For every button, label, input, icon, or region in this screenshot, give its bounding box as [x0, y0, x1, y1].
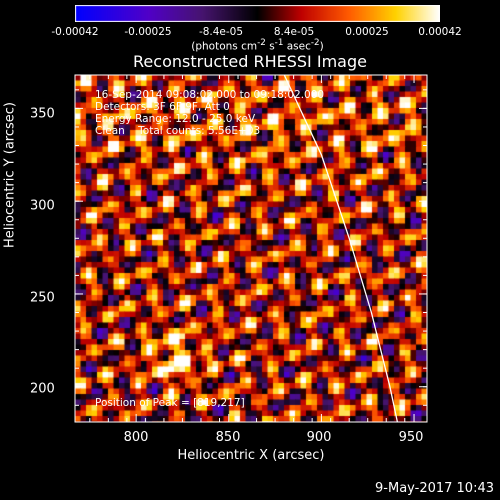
y-tick-label: 350: [30, 106, 55, 122]
annotation-detectors: Detectors: 3F 6F 9F, Att 0: [95, 101, 230, 113]
colorbar-tick-label: -0.00042: [51, 26, 99, 38]
chart-title: Reconstructed RHESSI Image: [133, 52, 367, 71]
annotation-time: 16-Sep-2014 09:08:02.000 to 09:18:02.000: [95, 89, 325, 101]
colorbar-tick-label: 0.00025: [345, 26, 389, 38]
colorbar-tick-label: -0.00025: [124, 26, 172, 38]
colorbar-tick-label: -8.4e-05: [198, 26, 244, 38]
colorbar: [75, 5, 440, 22]
annotation-energy: Energy Range: 12.0 - 25.0 keV: [95, 113, 256, 125]
annotation-clean: Clean Total counts: 5.56E+03: [95, 125, 261, 137]
footer-timestamp: 9-May-2017 10:43: [375, 481, 494, 496]
colorbar-tick-label: 8.4e-05: [273, 26, 315, 38]
colorbar-tick-label: 0.00042: [418, 26, 462, 38]
x-tick-label: 850: [215, 430, 241, 445]
y-tick-label: 300: [30, 198, 55, 214]
x-tick-label: 950: [398, 430, 424, 445]
x-axis-label: Heliocentric X (arcsec): [177, 448, 325, 463]
x-tick-label: 900: [306, 430, 332, 445]
y-tick-label: 250: [30, 290, 55, 306]
colorbar-unit-label: (photons cm-2 s-1 asec-2): [191, 38, 324, 53]
y-tick-label: 200: [30, 381, 55, 397]
y-axis-label: Heliocentric Y (arcsec): [2, 102, 18, 248]
x-tick-label: 800: [123, 430, 149, 445]
annotation-peak: Position of Peak = [819,217]: [95, 397, 245, 409]
